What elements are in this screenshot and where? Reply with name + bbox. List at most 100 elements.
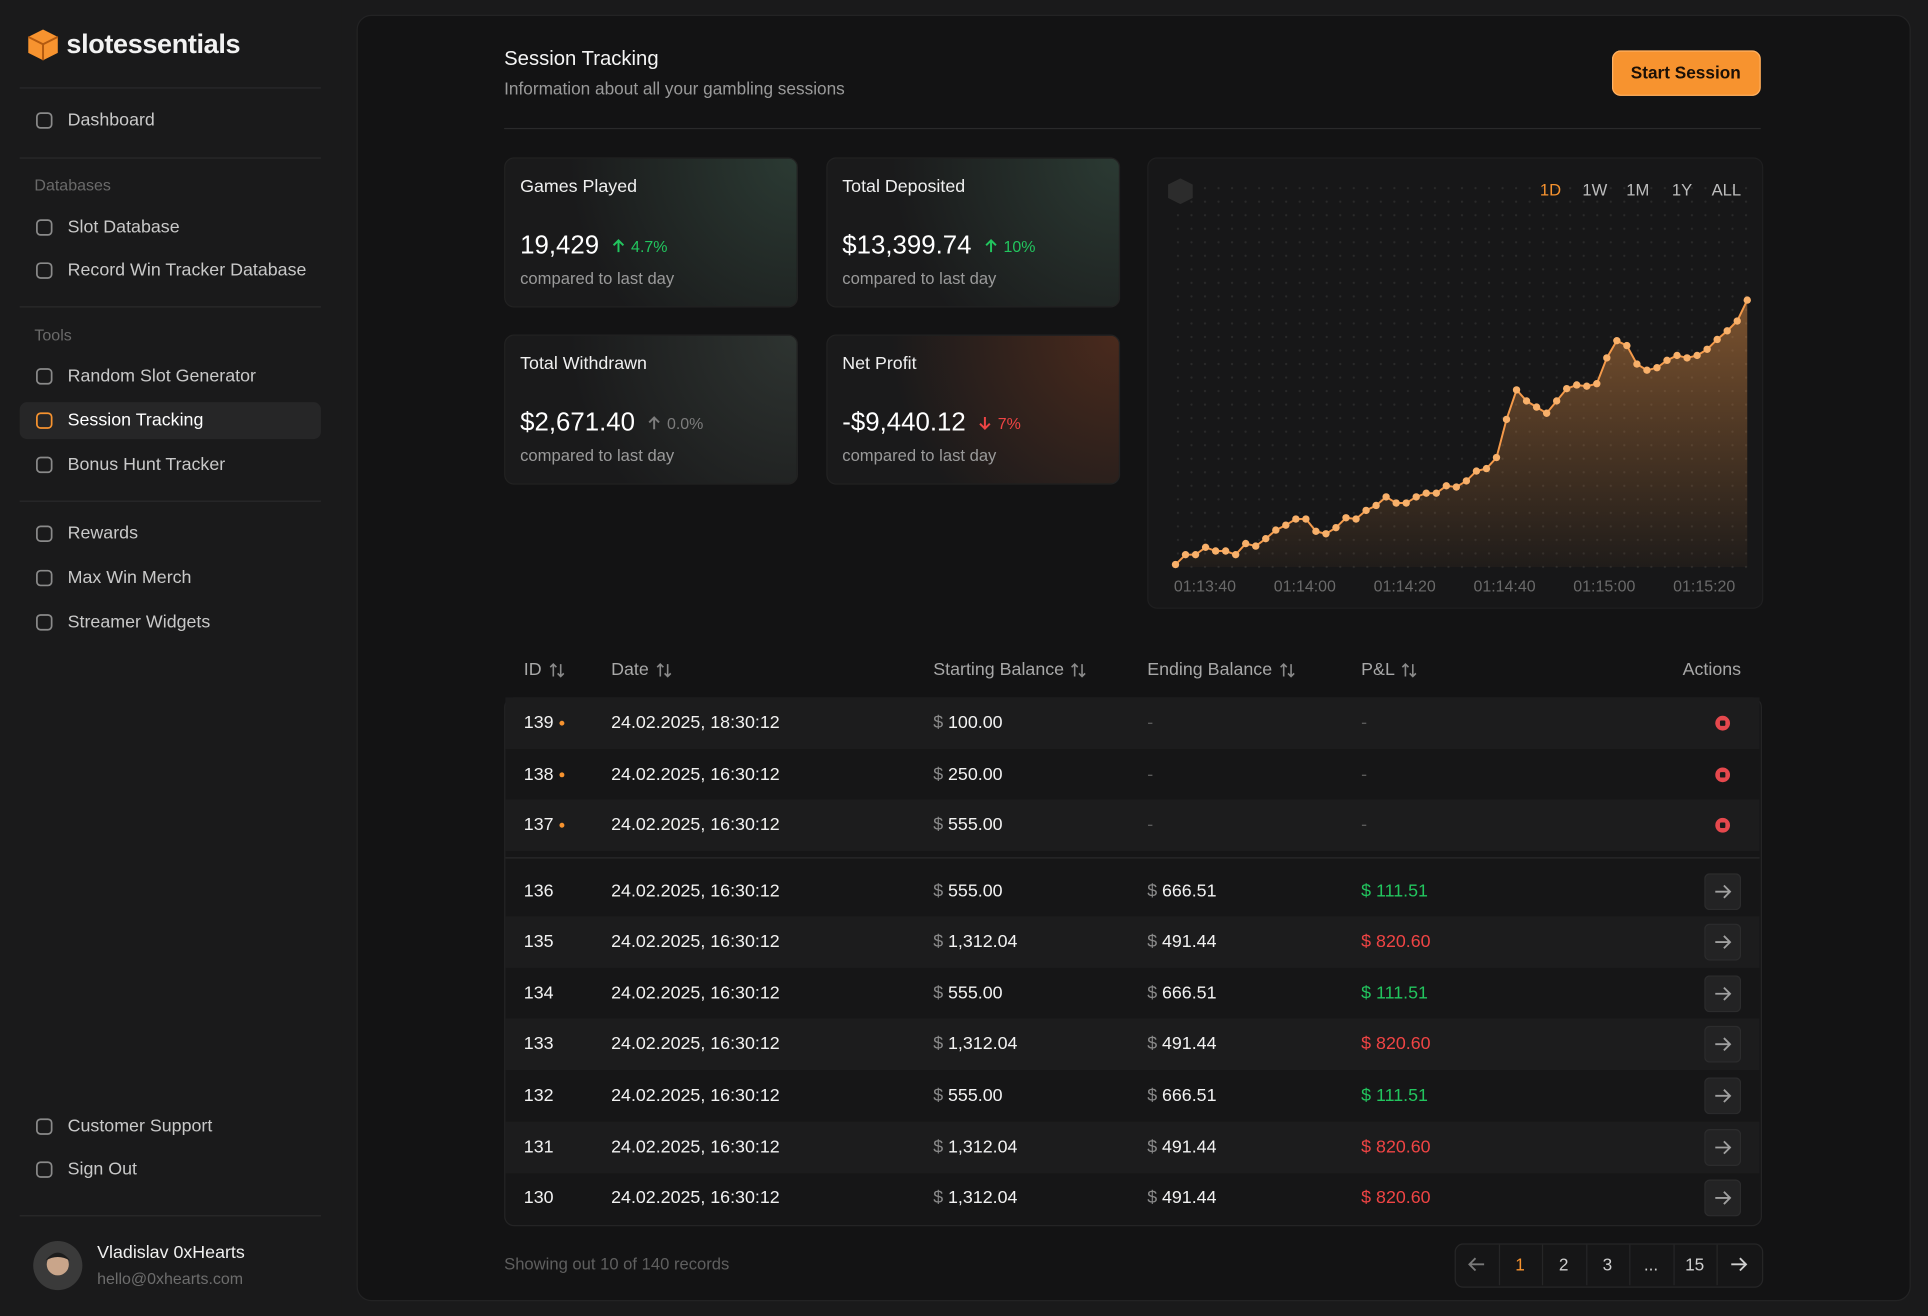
nav-icon xyxy=(36,525,53,543)
cell-date: 24.02.2025, 16:30:12 xyxy=(611,881,780,901)
stop-session-button[interactable] xyxy=(1714,715,1731,732)
cell-date: 24.02.2025, 16:30:12 xyxy=(611,1188,780,1208)
column-header[interactable]: Starting Balance xyxy=(933,660,1065,681)
page-subtitle: Information about all your gambling sess… xyxy=(504,78,845,99)
stat-value: $2,671.40 xyxy=(520,408,636,437)
nav-item[interactable]: Sign Out xyxy=(67,1159,138,1180)
nav-item[interactable]: Bonus Hunt Tracker xyxy=(67,455,226,475)
page-number[interactable]: ... xyxy=(1643,1254,1659,1275)
nav-icon xyxy=(36,1118,53,1135)
nav-item[interactable]: Rewards xyxy=(67,523,138,544)
cell-date: 24.02.2025, 16:30:12 xyxy=(611,983,780,1004)
cell-currency: $ xyxy=(933,713,944,734)
chart-point xyxy=(1633,360,1641,368)
column-header: Actions xyxy=(1682,660,1742,681)
range-button[interactable]: 1M xyxy=(1626,181,1649,200)
open-session-button[interactable] xyxy=(1704,923,1742,961)
column-header[interactable]: P&L xyxy=(1361,660,1395,681)
pagination-summary: Showing out 10 of 140 records xyxy=(504,1254,730,1273)
row-bg xyxy=(505,799,1760,852)
chart-point xyxy=(1432,489,1440,497)
nav-icon xyxy=(36,368,53,385)
stat-card: Total Withdrawn $2,671.40 0.0% compared to … xyxy=(504,334,799,485)
range-button[interactable]: 1Y xyxy=(1672,181,1692,200)
x-tick-label: 01:14:00 xyxy=(1274,579,1336,596)
nav-icon xyxy=(36,614,53,631)
button-label[interactable]: Start Session xyxy=(1630,62,1741,83)
next-page[interactable] xyxy=(1728,1255,1748,1275)
page-divider xyxy=(1498,1244,1500,1286)
page-title: Session Tracking xyxy=(504,47,659,71)
chart-point xyxy=(1552,397,1561,405)
nav-item[interactable]: Dashboard xyxy=(67,110,155,131)
stat-label: Net Profit xyxy=(842,354,917,374)
chart-point xyxy=(1532,403,1541,411)
open-session-button[interactable] xyxy=(1704,1179,1742,1217)
column-header[interactable]: Ending Balance xyxy=(1147,660,1273,681)
stop-session-button[interactable] xyxy=(1714,817,1731,834)
nav-item[interactable]: Max Win Merch xyxy=(67,568,192,588)
range-button[interactable]: 1W xyxy=(1582,181,1607,200)
cell-id: 132 xyxy=(523,1085,554,1106)
cell-currency: $ xyxy=(933,983,944,1004)
open-session-button[interactable] xyxy=(1704,1026,1742,1064)
stop-session-button[interactable] xyxy=(1714,766,1731,783)
open-session-button[interactable] xyxy=(1704,1077,1742,1115)
range-button[interactable]: 1D xyxy=(1540,181,1561,200)
nav-item[interactable]: Session Tracking xyxy=(67,410,204,431)
nav-item[interactable]: Streamer Widgets xyxy=(67,612,211,633)
page-number[interactable]: 3 xyxy=(1602,1254,1613,1275)
icon-shape xyxy=(36,456,53,474)
nav-item[interactable]: Record Win Tracker Database xyxy=(67,260,307,281)
page-number[interactable]: 2 xyxy=(1558,1254,1569,1275)
cell-date: 24.02.2025, 16:30:12 xyxy=(611,932,780,953)
brand-name: slotessentials xyxy=(66,28,241,60)
x-tick-label: 01:15:20 xyxy=(1673,579,1735,596)
cell-id: 135 xyxy=(523,932,554,953)
chart-point xyxy=(1613,336,1621,345)
sort-arrows xyxy=(1071,663,1087,678)
stat-note: compared to last day xyxy=(520,269,675,288)
chart-point xyxy=(1673,351,1681,360)
stat-note: compared to last day xyxy=(842,446,997,465)
cell-end: 491.44 xyxy=(1161,1137,1217,1157)
cell-start: 1,312.04 xyxy=(948,1188,1018,1208)
nav-item[interactable]: Random Slot Generator xyxy=(67,366,256,387)
cell-currency: $ xyxy=(933,1085,944,1106)
open-session-button[interactable] xyxy=(1704,1128,1742,1166)
page-number[interactable]: 1 xyxy=(1515,1254,1525,1275)
open-session-button[interactable] xyxy=(1704,974,1742,1012)
nav-item[interactable]: Customer Support xyxy=(67,1116,213,1137)
cell-currency: $ xyxy=(933,764,944,785)
cell-date: 24.02.2025, 16:30:12 xyxy=(611,815,780,836)
chart-point xyxy=(1643,366,1651,374)
stat-change: 7% xyxy=(997,414,1021,433)
cell-end: 491.44 xyxy=(1161,1034,1217,1055)
avatar xyxy=(33,1240,83,1291)
cell-id: 136 xyxy=(523,881,554,901)
page-number[interactable]: 15 xyxy=(1685,1254,1705,1275)
cell-id: 138 xyxy=(523,764,554,785)
cell-currency: $ xyxy=(933,815,944,836)
sidebar xyxy=(0,0,342,1316)
sort-arrows xyxy=(656,663,671,678)
page-divider xyxy=(1716,1244,1718,1286)
prev-page[interactable] xyxy=(1467,1255,1487,1275)
row-bg xyxy=(505,1121,1760,1173)
cell-date: 24.02.2025, 16:30:12 xyxy=(611,764,780,785)
open-session-button[interactable] xyxy=(1704,872,1742,910)
sort-arrows xyxy=(549,663,564,678)
nav-item[interactable]: Slot Database xyxy=(67,217,180,238)
cell-id: 139 xyxy=(523,713,554,734)
column-header[interactable]: ID xyxy=(523,660,542,681)
row-bg xyxy=(505,1018,1760,1071)
chart-point xyxy=(1603,354,1611,362)
chart-point xyxy=(1623,341,1631,350)
column-header[interactable]: Date xyxy=(611,660,649,681)
arrow-shape xyxy=(613,239,625,253)
cell-currency: $ xyxy=(933,1034,944,1055)
range-button[interactable]: ALL xyxy=(1712,181,1742,200)
divider xyxy=(505,857,1760,859)
start-session-button[interactable]: Start Session xyxy=(1611,50,1761,96)
arrow xyxy=(1467,1257,1484,1272)
